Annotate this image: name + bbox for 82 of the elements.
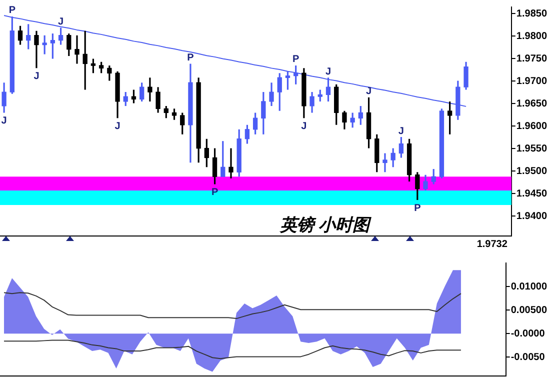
candlestick	[334, 84, 339, 126]
text: J	[1, 115, 7, 126]
candlestick	[107, 64, 112, 82]
candlestick	[415, 171, 420, 201]
candlestick	[366, 96, 372, 150]
y-tick-label: -0.0050	[510, 352, 546, 363]
candlestick	[318, 88, 322, 102]
candlestick	[302, 67, 306, 119]
candlestick	[261, 91, 266, 136]
candlestick	[74, 34, 80, 64]
text: J	[114, 120, 120, 132]
candlestick	[66, 32, 72, 57]
candlestick	[82, 30, 88, 91]
candlestick	[447, 100, 452, 136]
candlestick	[212, 147, 218, 186]
candlestick	[34, 30, 39, 69]
candlestick	[50, 32, 56, 60]
text: P	[187, 52, 194, 64]
text: P	[8, 5, 16, 16]
y-tick-label: 0.01000	[510, 281, 548, 292]
y-tick-label: 1.9400	[516, 210, 548, 222]
text: J	[398, 126, 404, 137]
candlestick	[115, 70, 120, 119]
candlestick	[131, 88, 136, 104]
y-tick-label: 1.9550	[516, 143, 548, 154]
candlestick	[406, 138, 412, 182]
text: 英镑 小时图	[279, 215, 372, 234]
text: P	[414, 202, 421, 214]
y-tick-label: 0.00500	[510, 304, 548, 316]
candlestick	[277, 72, 282, 112]
candlestick	[252, 112, 258, 136]
text: P	[211, 187, 218, 198]
y-tick-label: 1.9650	[516, 98, 548, 110]
text: J	[366, 86, 372, 98]
candlestick	[464, 61, 468, 91]
text: P	[292, 54, 300, 66]
candlestick	[220, 140, 226, 177]
candlestick	[58, 26, 64, 46]
candlestick	[98, 61, 104, 74]
candlestick	[18, 25, 23, 46]
candlestick	[236, 128, 242, 178]
candlestick	[382, 152, 388, 173]
candlestick	[196, 76, 201, 164]
y-tick-label: 1.9500	[516, 166, 548, 177]
candlestick	[342, 110, 347, 130]
candlestick	[423, 174, 428, 192]
candlestick	[123, 91, 128, 107]
y-tick-label: 1.9700	[516, 76, 548, 87]
candlestick	[439, 108, 444, 180]
y-tick-label: 1.9800	[516, 30, 548, 42]
candlestick	[358, 105, 363, 126]
candlestick	[326, 76, 331, 102]
candlestick	[26, 23, 31, 50]
y-tick-label: 1.9450	[516, 188, 548, 200]
candlestick	[172, 108, 177, 121]
candlestick	[188, 62, 193, 164]
candlestick	[90, 58, 96, 74]
candlestick	[42, 34, 47, 56]
y-tick-label: 1.9750	[516, 53, 548, 64]
candlestick	[374, 134, 380, 173]
candlestick	[2, 82, 6, 114]
candlestick	[148, 76, 152, 102]
text: J	[58, 16, 64, 28]
text: J	[34, 70, 40, 82]
y-tick-label: 1.9850	[516, 8, 548, 20]
candlestick	[350, 112, 355, 128]
candlestick	[431, 168, 436, 186]
candlestick	[204, 138, 210, 168]
candlestick	[398, 136, 404, 159]
text: 1.9732	[476, 238, 508, 250]
candlestick	[390, 147, 396, 168]
text: J	[301, 120, 307, 132]
candlestick	[310, 91, 314, 114]
y-tick-label: 1.9600	[516, 120, 548, 132]
candlestick	[244, 124, 250, 145]
text: J	[325, 66, 332, 78]
candlestick	[140, 82, 144, 102]
candlestick	[228, 147, 234, 180]
y-tick-label: -0.0000	[510, 328, 546, 340]
candlestick	[156, 86, 160, 114]
candlestick	[269, 82, 274, 107]
candlestick	[180, 112, 185, 136]
